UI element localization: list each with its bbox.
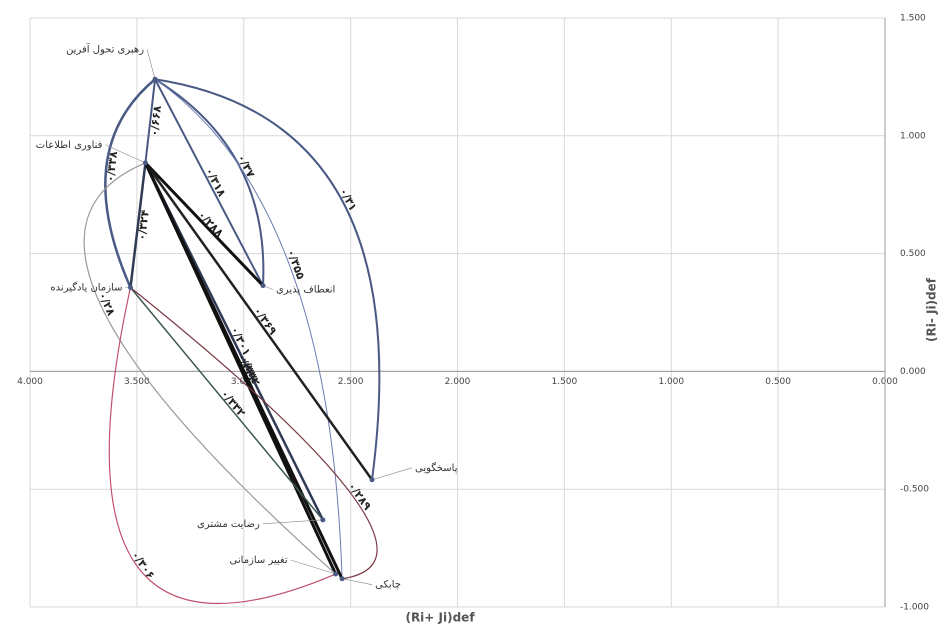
y-tick-label: -0.500 xyxy=(900,485,929,495)
node xyxy=(127,285,133,291)
edge xyxy=(144,161,265,287)
node xyxy=(339,576,345,582)
edge-label: ۰/۳۷ xyxy=(235,152,258,180)
node xyxy=(142,160,148,166)
edge-label: ۰/۳۱ xyxy=(337,186,360,213)
x-tick-label: 2.500 xyxy=(338,377,364,387)
leader-line xyxy=(262,519,323,525)
node xyxy=(320,517,326,523)
x-tick-label: 3.500 xyxy=(124,377,150,387)
edges xyxy=(83,78,381,605)
edge-label: ۰/۳۳۸ xyxy=(104,150,121,182)
edge xyxy=(130,287,378,580)
edge-label: ۰/۲۸۸ xyxy=(195,208,226,239)
x-tick-label: 1.500 xyxy=(551,377,577,387)
edge xyxy=(108,287,336,605)
node xyxy=(369,477,375,483)
edge xyxy=(144,162,374,481)
edge xyxy=(154,78,381,480)
edge-label: ۰/۳۰۶ xyxy=(129,549,158,582)
y-tick-label: 0.500 xyxy=(900,249,926,259)
y-tick-label: 1.500 xyxy=(900,14,926,24)
edge xyxy=(144,162,344,580)
x-axis-title: (Ri+ Ji)def xyxy=(405,611,475,625)
node-label: فناوری اطلاعات xyxy=(36,140,103,151)
edge xyxy=(144,79,157,164)
leader-line xyxy=(290,559,336,575)
leader-line xyxy=(105,144,146,164)
x-tick-label: 3.000 xyxy=(231,377,257,387)
x-tick-label: 1.000 xyxy=(658,377,684,387)
leader-line xyxy=(146,49,156,80)
edge xyxy=(104,78,156,289)
edge xyxy=(129,287,324,521)
y-tick-label: 0.000 xyxy=(900,367,926,377)
edge xyxy=(129,162,147,288)
leader-line xyxy=(342,578,373,586)
edge-label: ۰/۲۸ xyxy=(96,290,118,318)
node xyxy=(152,76,158,82)
node-label: پاسخگویی xyxy=(415,462,458,474)
y-tick-label: 1.000 xyxy=(900,131,926,141)
edge-label: ۰/۳۶۹ xyxy=(251,305,280,338)
node-label: رضایت مشتری xyxy=(197,519,260,530)
node-label: تغییر سازمانی xyxy=(230,555,288,566)
edge-label: ۰/۳۵۵ xyxy=(284,248,307,282)
edge-label: ۰/۳۲۴ xyxy=(135,209,152,241)
y-tick-label: -1.000 xyxy=(900,603,929,613)
node xyxy=(333,571,339,577)
edge-label: ۰/۶۶۸ xyxy=(148,105,164,137)
node xyxy=(260,283,266,289)
node-label: رهبری تحول آفرین xyxy=(66,42,144,55)
edge xyxy=(83,162,337,575)
node-label: سازمان یادگیرنده xyxy=(50,282,122,294)
x-tick-label: 2.000 xyxy=(445,377,471,387)
node-label: چابکی xyxy=(375,580,401,591)
leader-line xyxy=(371,467,413,481)
edge xyxy=(154,78,264,287)
x-tick-label: 0.500 xyxy=(765,377,791,387)
edge-label: ۰/۲۸۹ xyxy=(345,480,374,513)
edge xyxy=(154,78,343,579)
y-axis-title: (Ri- Ji)def xyxy=(925,277,939,342)
node-label: انعطاف پذیری xyxy=(276,285,335,296)
x-tick-label: 4.000 xyxy=(17,377,43,387)
edge-label: ۰/۳۱۸ xyxy=(203,166,229,200)
